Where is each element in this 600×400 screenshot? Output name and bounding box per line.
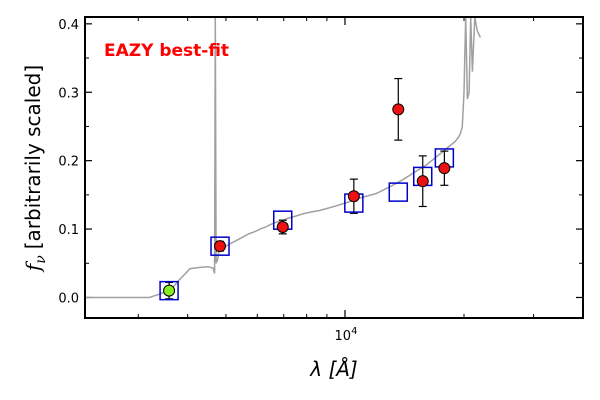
annotation-label: EAZY best-fit [104, 41, 229, 61]
observed-point [416, 175, 429, 188]
observed-point [163, 284, 176, 297]
observed-point [214, 240, 227, 253]
y-tick-label: 0.2 [58, 155, 79, 170]
y-tick-label: 0.3 [58, 86, 79, 101]
model-photometry-square [210, 236, 230, 256]
observed-point [438, 162, 451, 175]
plot-frame [84, 16, 584, 319]
x-axis-title: λ [Å] [309, 357, 357, 381]
y-tick-label: 0.1 [58, 223, 79, 238]
y-tick-label: 0.0 [58, 291, 79, 306]
model-sed-line [85, 17, 482, 299]
model-sed-layer [85, 17, 482, 299]
y-tick-label: 0.4 [58, 18, 79, 33]
y-tick-labels: 0.0 0.1 0.2 0.3 0.4 [58, 18, 79, 307]
model-photometry-square [159, 280, 179, 301]
model-photometry-square [388, 182, 409, 202]
x-tick-label: 104 [335, 326, 358, 344]
observed-point [392, 103, 405, 116]
y-axis-title: fν[arbitrarily scaled] [21, 65, 49, 273]
observed-point [276, 221, 289, 234]
observed-point [347, 190, 360, 203]
observed-photometry-layer [163, 103, 451, 297]
